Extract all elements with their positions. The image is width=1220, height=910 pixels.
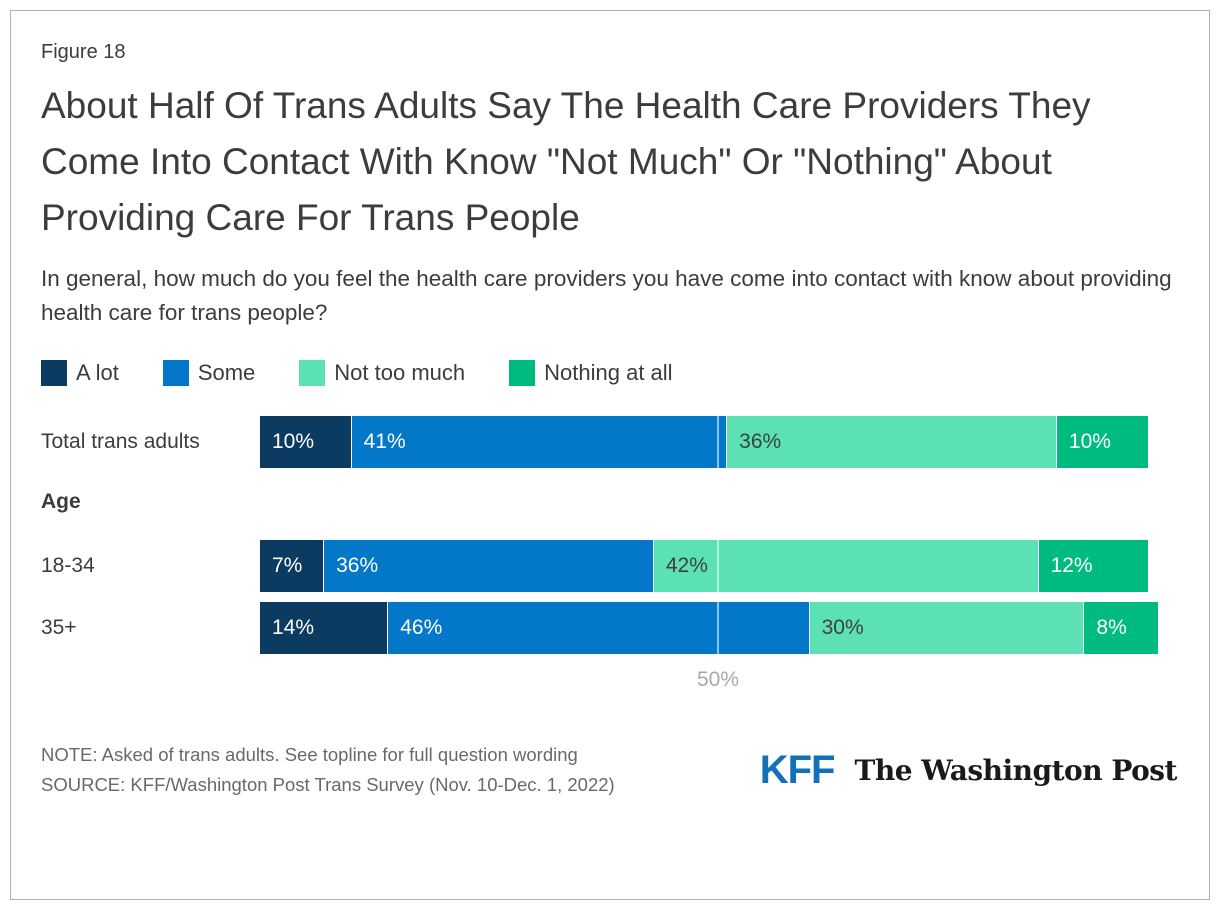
bar-segment-value: 41% [363, 430, 406, 453]
bar-segment-value: 10% [1068, 430, 1111, 453]
footer: NOTE: Asked of trans adults. See topline… [41, 740, 1179, 800]
bar-segment-value: 10% [272, 430, 315, 453]
bar-segment-value: 14% [272, 616, 315, 639]
axis-row: 50% [41, 668, 1179, 694]
bar-segment: 12% [1038, 540, 1149, 592]
bar-segment-value: 7% [272, 554, 303, 577]
bar-segment: 42% [653, 540, 1039, 592]
chart-card: Figure 18 About Half Of Trans Adults Say… [10, 10, 1210, 900]
bar-segment: 30% [809, 602, 1085, 654]
bar-row: Total trans adults 10% 41% 36% 10% [41, 416, 1179, 468]
bar-row: 35+ 14% 46% 30% 8% [41, 602, 1179, 654]
row-label: 35+ [41, 616, 77, 639]
legend-swatch [299, 360, 326, 386]
legend-item: Some [162, 360, 256, 386]
bar-segment-value: 42% [665, 554, 708, 577]
bar-segment: 46% [388, 602, 810, 654]
legend-label: Not too much [334, 360, 466, 385]
legend-swatch [162, 360, 189, 386]
legend-label: A lot [76, 360, 119, 385]
chart-title: About Half Of Trans Adults Say The Healt… [41, 85, 1091, 238]
bar-segment-value: 30% [821, 616, 864, 639]
legend-item: Not too much [299, 360, 465, 386]
bar-segment: 10% [260, 416, 352, 468]
chart-area: Total trans adults 10% 41% 36% 10% Age 18-34… [41, 416, 1179, 694]
group-header-age: Age [41, 490, 81, 513]
logos: KFF The Washington Post [760, 748, 1179, 793]
bar-segment-value: 12% [1050, 554, 1093, 577]
legend-swatch [41, 360, 67, 386]
kff-logo: KFF [759, 747, 836, 792]
legend-item: Nothing at all [509, 360, 673, 386]
gridline-50pct [717, 416, 719, 654]
washington-post-logo: The Washington Post [854, 753, 1178, 787]
bar-segment: 41% [351, 416, 728, 468]
row-label: Total trans adults [41, 430, 200, 453]
bar-segment-value: 46% [400, 616, 443, 639]
bar-segment: 14% [260, 602, 389, 654]
row-gap [41, 592, 1179, 602]
bar-segment: 7% [260, 540, 325, 592]
legend-label: Nothing at all [544, 360, 673, 385]
chart-rows-total: Total trans adults 10% 41% 36% 10% [41, 416, 1179, 468]
legend-swatch [509, 360, 536, 386]
chart-subtitle: In general, how much do you feel the hea… [41, 266, 1172, 325]
bar-segment-value: 36% [739, 430, 782, 453]
legend: A lot Some Not too much Nothing at all [41, 360, 1179, 386]
bar-segment-value: 8% [1096, 616, 1127, 639]
legend-label: Some [197, 360, 256, 385]
bar-segment: 36% [727, 416, 1057, 468]
bar-segment: 8% [1084, 602, 1158, 654]
legend-item: A lot [41, 360, 119, 386]
note-line: NOTE: Asked of trans adults. See topline… [41, 744, 578, 765]
chart-rows-age: 18-34 7% 36% 42% 12% 35+ 14% 46% 30% 8% [41, 540, 1179, 654]
bar-segment: 10% [1056, 416, 1149, 468]
stacked-bar: 7% 36% 42% 12% [260, 540, 1149, 592]
row-label: 18-34 [41, 554, 95, 577]
axis-tick-label: 50% [696, 668, 740, 691]
stacked-bar: 10% 41% 36% 10% [260, 416, 1149, 468]
bar-segment: 36% [324, 540, 654, 592]
footnotes: NOTE: Asked of trans adults. See topline… [41, 740, 615, 800]
bar-row: 18-34 7% 36% 42% 12% [41, 540, 1179, 592]
source-line: SOURCE: KFF/Washington Post Trans Survey… [41, 774, 615, 795]
bar-segment-value: 36% [336, 554, 379, 577]
figure-label: Figure 18 [41, 41, 126, 63]
stacked-bar: 14% 46% 30% 8% [260, 602, 1158, 654]
